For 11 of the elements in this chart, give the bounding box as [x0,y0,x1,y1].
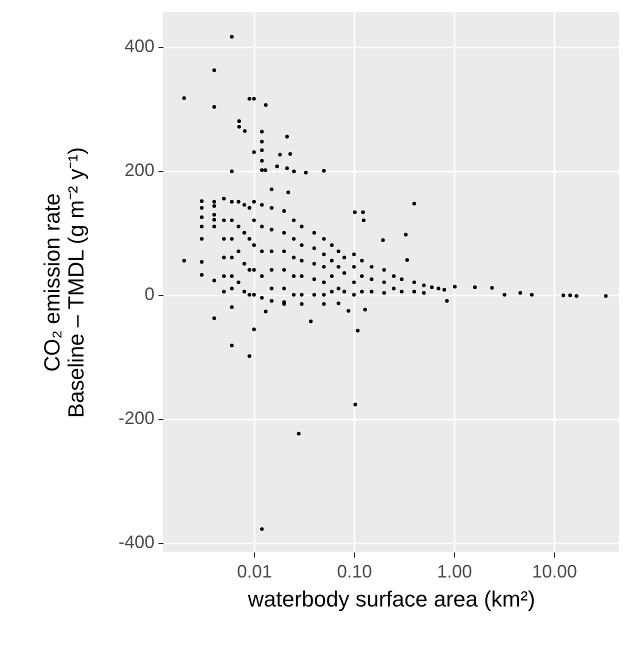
x-tick-label: 0.10 [336,562,372,582]
y-tick-label: 0 [144,284,154,304]
y-tick-label: 400 [124,36,154,56]
y-tick-label: -200 [118,408,154,428]
y-tick-label: -400 [118,532,154,552]
x-axis-title: waterbody surface area (km²) [246,586,536,612]
y-tick-label: 200 [124,160,154,180]
x-tick-label: 10.00 [532,562,577,582]
x-tick-label: 0.01 [236,562,272,582]
y-axis-title: CO₂ emission rate Baseline – TMDL (g m⁻² y⁻¹) [39,147,88,418]
x-tick-label: 1.00 [436,562,472,582]
